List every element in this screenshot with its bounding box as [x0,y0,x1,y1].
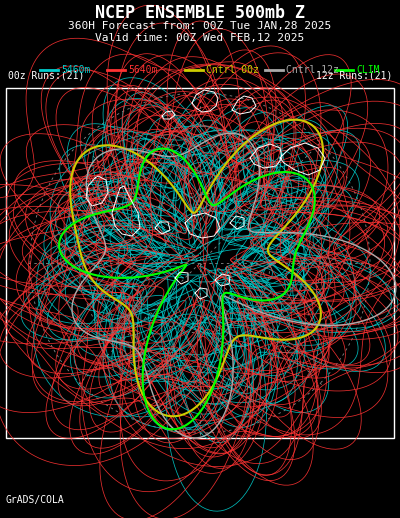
Text: 360H Forecast from: 00Z Tue JAN,28 2025: 360H Forecast from: 00Z Tue JAN,28 2025 [68,21,332,31]
Bar [6,88,394,438]
Text: Cntrl 12z: Cntrl 12z [286,65,339,75]
Text: Valid time: 00Z Wed FEB,12 2025: Valid time: 00Z Wed FEB,12 2025 [95,33,305,43]
Text: GrADS/COLA: GrADS/COLA [6,495,65,505]
Text: 5640m: 5640m [128,65,157,75]
Text: 12z Runs:(21): 12z Runs:(21) [316,71,392,81]
Text: NCEP ENSEMBLE 500mb Z: NCEP ENSEMBLE 500mb Z [95,4,305,22]
Text: CLIM: CLIM [356,65,380,75]
Text: 5460m: 5460m [61,65,90,75]
Text: 00z Runs:(21): 00z Runs:(21) [8,71,84,81]
Text: Cntrl 00z: Cntrl 00z [206,65,259,75]
